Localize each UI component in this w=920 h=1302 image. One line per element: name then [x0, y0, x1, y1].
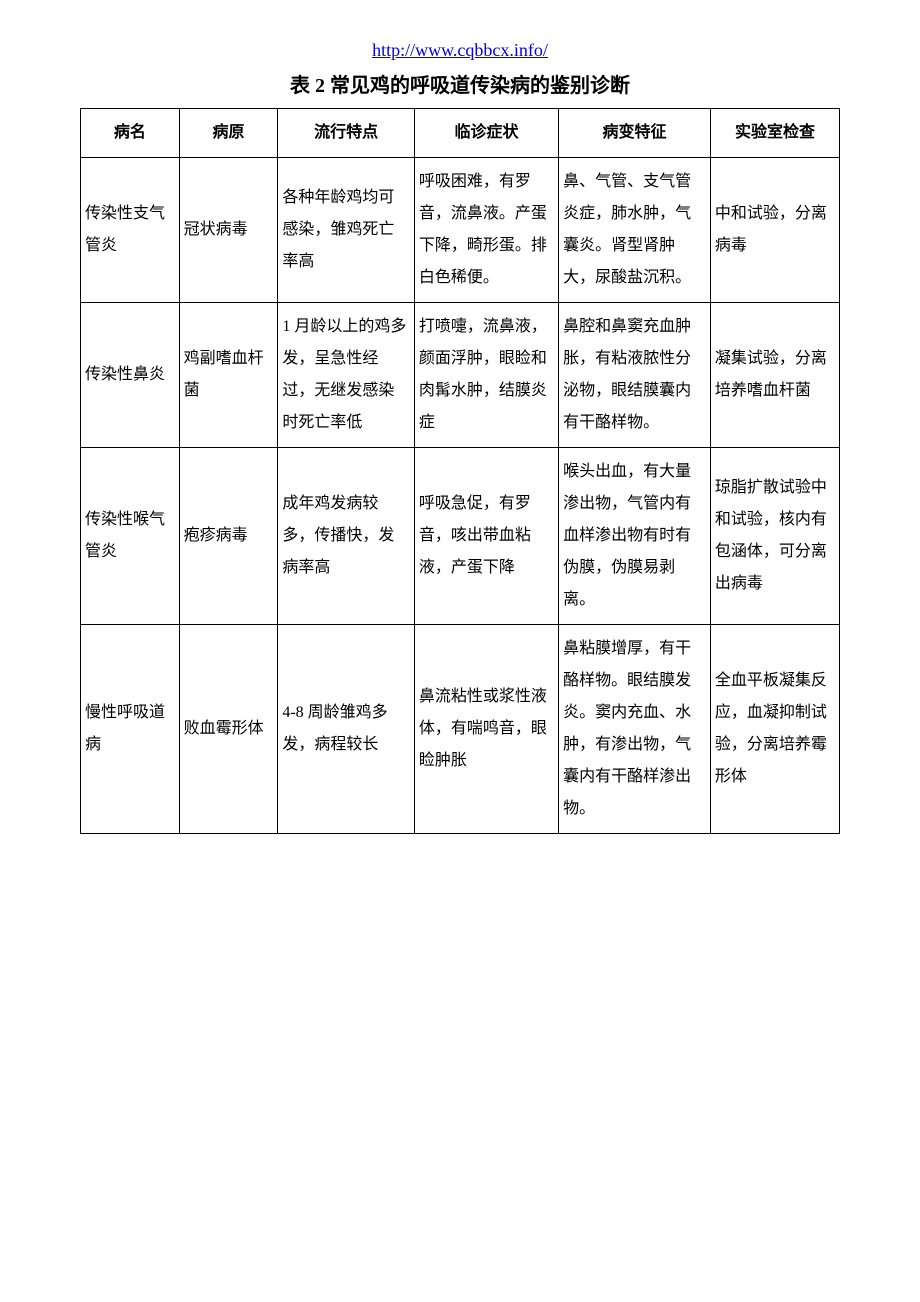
- cell-name: 传染性支气管炎: [81, 158, 180, 303]
- cell-symptoms: 呼吸急促，有罗音，咳出带血粘液，产蛋下降: [414, 448, 558, 625]
- cell-pathogen: 败血霉形体: [179, 625, 278, 834]
- cell-pathogen: 冠状病毒: [179, 158, 278, 303]
- col-header-symptoms: 临诊症状: [414, 109, 558, 158]
- cell-lab: 全血平板凝集反应，血凝抑制试验，分离培养霉形体: [710, 625, 839, 834]
- disease-table: 病名 病原 流行特点 临诊症状 病变特征 实验室检查 传染性支气管炎 冠状病毒 …: [80, 108, 840, 834]
- table-row: 传染性鼻炎 鸡副嗜血杆菌 1 月龄以上的鸡多发，呈急性经过，无继发感染时死亡率低…: [81, 303, 840, 448]
- col-header-epidemic: 流行特点: [278, 109, 415, 158]
- table-row: 传染性支气管炎 冠状病毒 各种年龄鸡均可感染，雏鸡死亡率高 呼吸困难，有罗音，流…: [81, 158, 840, 303]
- cell-lesions: 喉头出血，有大量渗出物，气管内有血样渗出物有时有伪膜，伪膜易剥离。: [559, 448, 711, 625]
- col-header-pathogen: 病原: [179, 109, 278, 158]
- cell-name: 慢性呼吸道病: [81, 625, 180, 834]
- cell-lesions: 鼻粘膜增厚，有干酪样物。眼结膜发炎。窦内充血、水肿，有渗出物，气囊内有干酪样渗出…: [559, 625, 711, 834]
- cell-epidemic: 成年鸡发病较多，传播快，发病率高: [278, 448, 415, 625]
- col-header-lab: 实验室检查: [710, 109, 839, 158]
- cell-epidemic: 1 月龄以上的鸡多发，呈急性经过，无继发感染时死亡率低: [278, 303, 415, 448]
- cell-epidemic: 各种年龄鸡均可感染，雏鸡死亡率高: [278, 158, 415, 303]
- cell-lab: 中和试验，分离病毒: [710, 158, 839, 303]
- cell-lab: 凝集试验，分离培养嗜血杆菌: [710, 303, 839, 448]
- cell-lab: 琼脂扩散试验中和试验，核内有包涵体，可分离出病毒: [710, 448, 839, 625]
- cell-lesions: 鼻、气管、支气管炎症，肺水肿，气囊炎。肾型肾肿大，尿酸盐沉积。: [559, 158, 711, 303]
- cell-symptoms: 呼吸困难，有罗音，流鼻液。产蛋下降，畸形蛋。排白色稀便。: [414, 158, 558, 303]
- source-url-link[interactable]: http://www.cqbbcx.info/: [372, 40, 548, 60]
- table-row: 慢性呼吸道病 败血霉形体 4-8 周龄雏鸡多发，病程较长 鼻流粘性或浆性液体，有…: [81, 625, 840, 834]
- cell-symptoms: 鼻流粘性或浆性液体，有喘鸣音，眼睑肿胀: [414, 625, 558, 834]
- table-header-row: 病名 病原 流行特点 临诊症状 病变特征 实验室检查: [81, 109, 840, 158]
- cell-symptoms: 打喷嚏，流鼻液，颜面浮肿，眼睑和肉髯水肿，结膜炎症: [414, 303, 558, 448]
- cell-pathogen: 鸡副嗜血杆菌: [179, 303, 278, 448]
- col-header-lesions: 病变特征: [559, 109, 711, 158]
- page-title: 表 2 常见鸡的呼吸道传染病的鉴别诊断: [80, 69, 840, 98]
- table-row: 传染性喉气管炎 疱疹病毒 成年鸡发病较多，传播快，发病率高 呼吸急促，有罗音，咳…: [81, 448, 840, 625]
- cell-name: 传染性鼻炎: [81, 303, 180, 448]
- col-header-name: 病名: [81, 109, 180, 158]
- cell-pathogen: 疱疹病毒: [179, 448, 278, 625]
- cell-lesions: 鼻腔和鼻窦充血肿胀，有粘液脓性分泌物，眼结膜囊内有干酪样物。: [559, 303, 711, 448]
- cell-epidemic: 4-8 周龄雏鸡多发，病程较长: [278, 625, 415, 834]
- url-header: http://www.cqbbcx.info/: [80, 40, 840, 61]
- cell-name: 传染性喉气管炎: [81, 448, 180, 625]
